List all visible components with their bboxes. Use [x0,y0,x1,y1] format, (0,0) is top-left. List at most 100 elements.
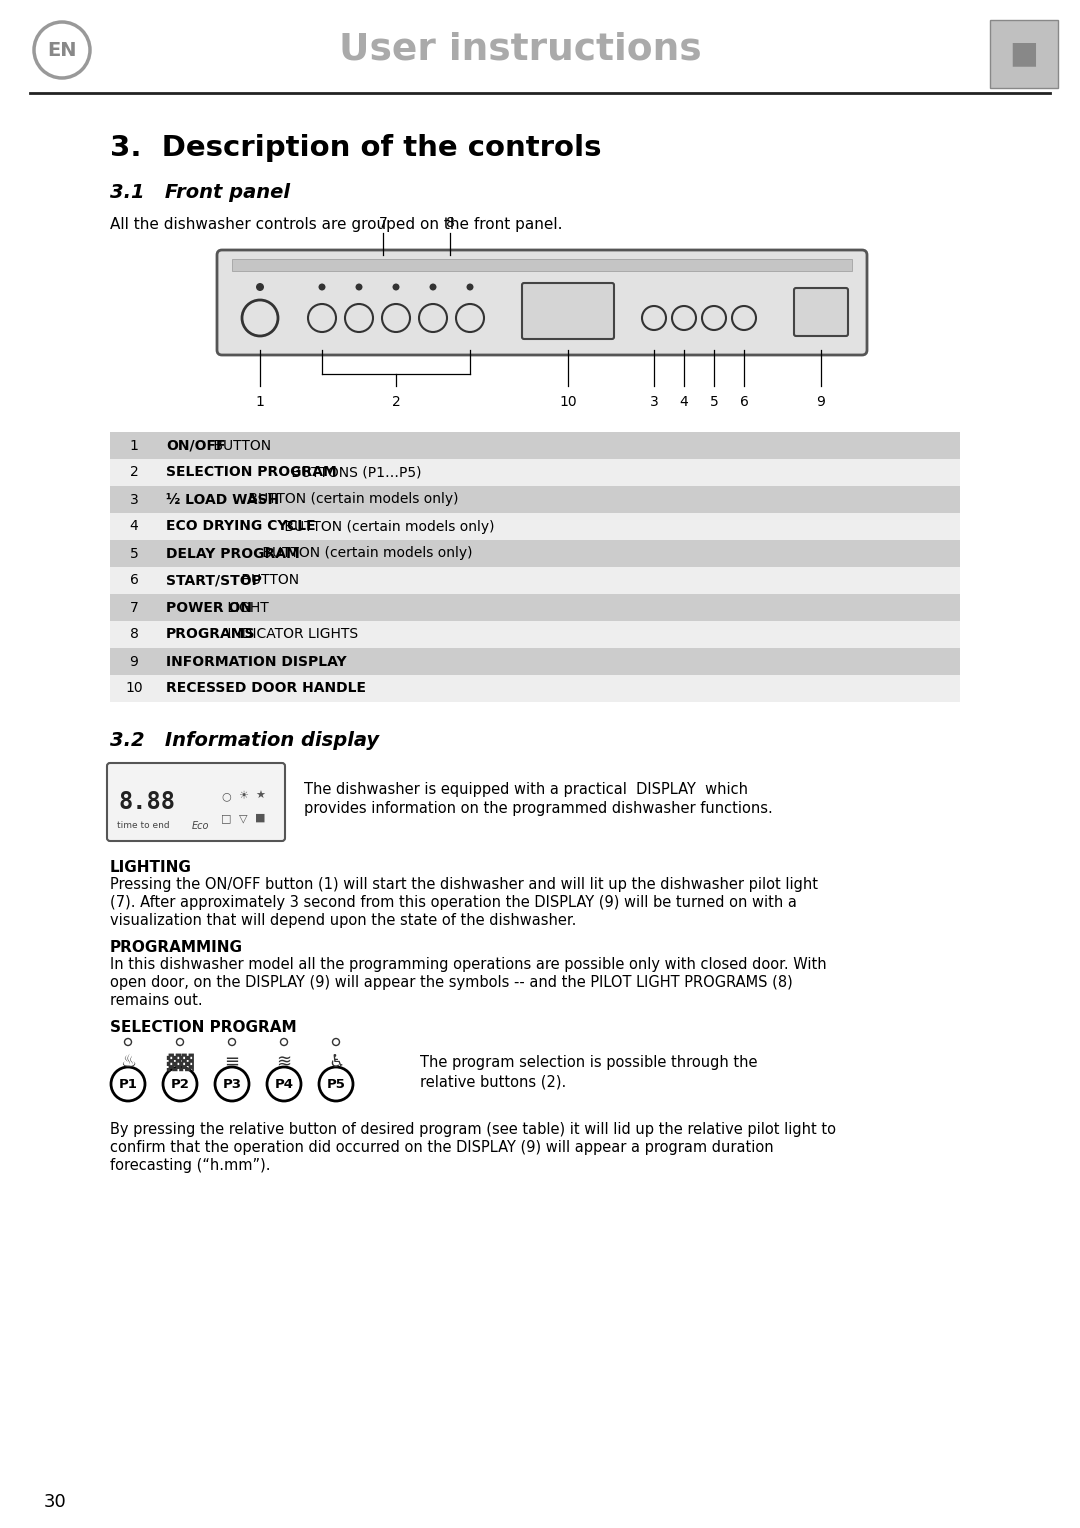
Text: DELAY PROGRAM: DELAY PROGRAM [166,547,300,561]
Text: 8.88: 8.88 [118,790,175,814]
Text: INFORMATION DISPLAY: INFORMATION DISPLAY [166,654,347,669]
Text: forecasting (“h.mm”).: forecasting (“h.mm”). [110,1158,270,1174]
Text: Eco: Eco [191,821,208,831]
Text: 7: 7 [130,601,138,614]
FancyBboxPatch shape [107,762,285,840]
Bar [110,486,960,513]
Text: time to end: time to end [117,822,170,831]
Text: PROGRAMS: PROGRAMS [166,628,256,642]
Bar [990,20,1058,89]
Text: open door, on the DISPLAY (9) will appear the symbols -- and the PILOT LIGHT PRO: open door, on the DISPLAY (9) will appea… [110,975,793,990]
Text: SELECTION PROGRAM: SELECTION PROGRAM [110,1021,297,1034]
Text: INDICATOR LIGHTS: INDICATOR LIGHTS [222,628,357,642]
Text: ■: ■ [1010,40,1039,69]
Text: ○: ○ [221,792,231,801]
Bar [110,432,960,458]
Text: LIGHT: LIGHT [222,601,269,614]
Text: BUTTON (certain models only): BUTTON (certain models only) [258,547,473,561]
Bar [110,458,960,486]
FancyBboxPatch shape [217,251,867,354]
FancyBboxPatch shape [794,287,848,336]
Text: BUTTON: BUTTON [208,439,271,452]
Text: 10: 10 [559,396,577,410]
Text: 2: 2 [392,396,401,410]
Text: relative buttons (2).: relative buttons (2). [420,1074,566,1089]
Text: LIGHTING: LIGHTING [110,860,192,876]
Text: 7: 7 [379,215,388,231]
Text: ▽: ▽ [239,813,247,824]
Text: 6: 6 [740,396,748,410]
Text: 6: 6 [130,573,138,587]
Bar [110,567,960,594]
Text: 9: 9 [130,654,138,669]
Text: BUTTONS (P1…P5): BUTTONS (P1…P5) [286,466,421,480]
Text: 3: 3 [650,396,659,410]
Text: The program selection is possible through the: The program selection is possible throug… [420,1054,757,1070]
Text: 1: 1 [130,439,138,452]
Text: ON/OFF: ON/OFF [166,439,226,452]
Text: All the dishwasher controls are grouped on the front panel.: All the dishwasher controls are grouped … [110,217,563,232]
Circle shape [319,284,325,290]
Text: RECESSED DOOR HANDLE: RECESSED DOOR HANDLE [166,681,366,695]
Bar [232,260,852,270]
Text: ▓▓: ▓▓ [166,1053,194,1071]
Text: PROGRAMMING: PROGRAMMING [110,940,243,955]
Text: P2: P2 [171,1077,189,1091]
Text: ≡: ≡ [225,1053,240,1071]
Bar [110,675,960,701]
Text: 4: 4 [679,396,688,410]
Text: SELECTION PROGRAM: SELECTION PROGRAM [166,466,337,480]
Bar [110,513,960,539]
Text: P5: P5 [326,1077,346,1091]
Text: ½ LOAD WASH: ½ LOAD WASH [166,492,279,506]
Text: BUTTON (certain models only): BUTTON (certain models only) [244,492,459,506]
Circle shape [355,284,363,290]
Text: 1: 1 [256,396,265,410]
Circle shape [256,283,264,290]
Circle shape [467,284,473,290]
Circle shape [430,284,436,290]
Text: 10: 10 [125,681,143,695]
Bar [110,620,960,648]
Text: 3: 3 [130,492,138,506]
Text: EN: EN [48,41,77,60]
Text: ☀: ☀ [238,792,248,801]
Text: POWER ON: POWER ON [166,601,252,614]
Text: 8: 8 [446,215,455,231]
Text: ■: ■ [255,813,266,824]
Text: 3.  Description of the controls: 3. Description of the controls [110,134,602,162]
Text: ★: ★ [255,792,265,801]
Text: 2: 2 [130,466,138,480]
Text: visualization that will depend upon the state of the dishwasher.: visualization that will depend upon the … [110,914,577,927]
Text: provides information on the programmed dishwasher functions.: provides information on the programmed d… [303,801,773,816]
Text: BUTTON (certain models only): BUTTON (certain models only) [280,520,495,533]
FancyBboxPatch shape [522,283,615,339]
Text: User instructions: User instructions [339,32,701,69]
Text: □: □ [220,813,231,824]
Text: ≋: ≋ [276,1053,292,1071]
Text: 5: 5 [710,396,718,410]
Text: P1: P1 [119,1077,137,1091]
Text: ECO DRYING CYCLE: ECO DRYING CYCLE [166,520,315,533]
Text: 9: 9 [816,396,825,410]
Bar [110,648,960,675]
Bar [110,539,960,567]
Text: By pressing the relative button of desired program (see table) it will lid up th: By pressing the relative button of desir… [110,1122,836,1137]
Text: 3.2   Information display: 3.2 Information display [110,730,379,750]
Text: START/STOP: START/STOP [166,573,261,587]
Text: ♿: ♿ [328,1053,345,1071]
Text: 5: 5 [130,547,138,561]
Text: 8: 8 [130,628,138,642]
Text: BUTTON: BUTTON [237,573,299,587]
Text: Pressing the ON/OFF button (1) will start the dishwasher and will lit up the dis: Pressing the ON/OFF button (1) will star… [110,877,818,892]
Text: P4: P4 [274,1077,294,1091]
Text: 30: 30 [43,1493,66,1511]
Text: In this dishwasher model all the programming operations are possible only with c: In this dishwasher model all the program… [110,957,826,972]
Text: 4: 4 [130,520,138,533]
Text: confirm that the operation did occurred on the DISPLAY (9) will appear a program: confirm that the operation did occurred … [110,1140,773,1155]
Circle shape [392,284,400,290]
Text: The dishwasher is equipped with a practical  DISPLAY  which: The dishwasher is equipped with a practi… [303,782,748,798]
Bar [110,594,960,620]
Text: remains out.: remains out. [110,993,203,1008]
Text: (7). After approximately 3 second from this operation the DISPLAY (9) will be tu: (7). After approximately 3 second from t… [110,895,797,911]
